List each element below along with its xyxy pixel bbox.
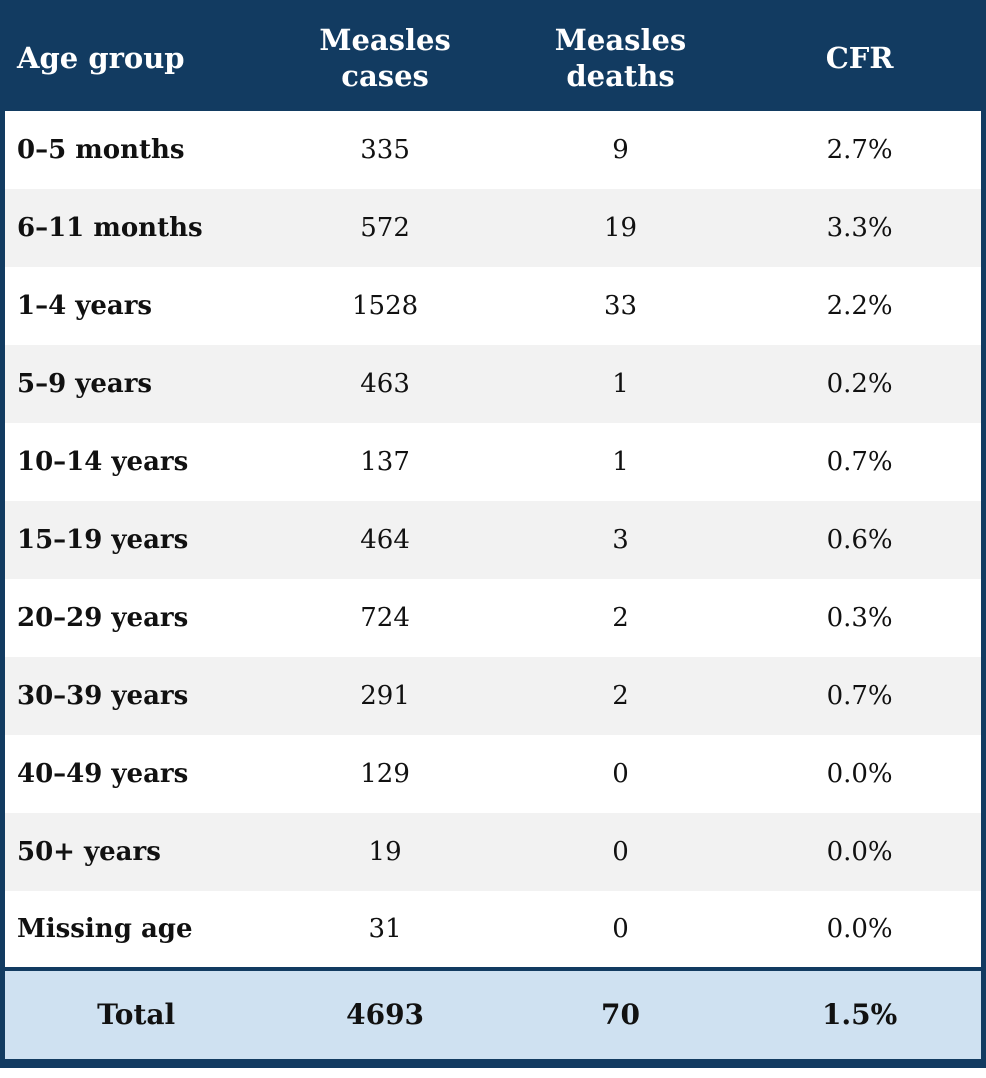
table-row: 30–39 years 291 2 0.7% — [2, 656, 984, 735]
header-row: Age group Measles cases Measles deaths C… — [2, 2, 984, 111]
cfr-cell: 3.3% — [738, 188, 984, 267]
table-body: 0–5 months 335 9 2.7% 6–11 months 572 19… — [2, 110, 984, 969]
total-cases: 4693 — [267, 966, 503, 1064]
deaths-cell: 0 — [502, 890, 739, 969]
table-row: 0–5 months 335 9 2.7% — [2, 110, 984, 189]
age-group-cell: 40–49 years — [2, 734, 268, 813]
deaths-cell: 1 — [502, 344, 739, 423]
age-group-cell: 0–5 months — [2, 110, 268, 189]
cfr-cell: 2.2% — [738, 266, 984, 345]
cfr-cell: 0.7% — [738, 656, 984, 735]
deaths-cell: 33 — [502, 266, 739, 345]
cases-cell: 137 — [267, 422, 503, 501]
cfr-cell: 0.3% — [738, 578, 984, 657]
cfr-cell: 2.7% — [738, 110, 984, 189]
deaths-cell: 9 — [502, 110, 739, 189]
deaths-cell: 0 — [502, 812, 739, 891]
cfr-cell: 0.0% — [738, 890, 984, 969]
cases-cell: 1528 — [267, 266, 503, 345]
cfr-cell: 0.0% — [738, 734, 984, 813]
table-header: Age group Measles cases Measles deaths C… — [2, 2, 984, 111]
age-group-cell: 6–11 months — [2, 188, 268, 267]
cfr-cell: 0.7% — [738, 422, 984, 501]
cfr-cell: 0.0% — [738, 812, 984, 891]
table-row: 5–9 years 463 1 0.2% — [2, 344, 984, 423]
age-group-cell: 30–39 years — [2, 656, 268, 735]
deaths-cell: 0 — [502, 734, 739, 813]
cases-cell: 19 — [267, 812, 503, 891]
age-group-cell: 1–4 years — [2, 266, 268, 345]
deaths-cell: 2 — [502, 578, 739, 657]
table-row: 20–29 years 724 2 0.3% — [2, 578, 984, 657]
table-row: 50+ years 19 0 0.0% — [2, 812, 984, 891]
total-label: Total — [2, 966, 268, 1064]
table-row: 10–14 years 137 1 0.7% — [2, 422, 984, 501]
cases-cell: 291 — [267, 656, 503, 735]
deaths-cell: 1 — [502, 422, 739, 501]
table-row: 1–4 years 1528 33 2.2% — [2, 266, 984, 345]
table-row: 6–11 months 572 19 3.3% — [2, 188, 984, 267]
deaths-cell: 2 — [502, 656, 739, 735]
table-row: Missing age 31 0 0.0% — [2, 890, 984, 969]
deaths-cell: 19 — [502, 188, 739, 267]
table-row: 40–49 years 129 0 0.0% — [2, 734, 984, 813]
cases-cell: 31 — [267, 890, 503, 969]
header-age-group: Age group — [2, 2, 268, 111]
table-footer: Total 4693 70 1.5% — [2, 966, 984, 1064]
age-group-cell: 10–14 years — [2, 422, 268, 501]
age-group-cell: 20–29 years — [2, 578, 268, 657]
cfr-cell: 0.2% — [738, 344, 984, 423]
age-group-cell: Missing age — [2, 890, 268, 969]
cases-cell: 129 — [267, 734, 503, 813]
cfr-cell: 0.6% — [738, 500, 984, 579]
cases-cell: 464 — [267, 500, 503, 579]
cases-cell: 463 — [267, 344, 503, 423]
age-group-cell: 15–19 years — [2, 500, 268, 579]
age-group-cell: 5–9 years — [2, 344, 268, 423]
deaths-cell: 3 — [502, 500, 739, 579]
total-row: Total 4693 70 1.5% — [2, 966, 984, 1064]
header-measles-cases: Measles cases — [267, 2, 503, 111]
total-cfr: 1.5% — [738, 966, 984, 1064]
age-group-cell: 50+ years — [2, 812, 268, 891]
cases-cell: 335 — [267, 110, 503, 189]
cases-cell: 572 — [267, 188, 503, 267]
header-cfr: CFR — [738, 2, 984, 111]
cases-cell: 724 — [267, 578, 503, 657]
table-row: 15–19 years 464 3 0.6% — [2, 500, 984, 579]
total-deaths: 70 — [502, 966, 739, 1064]
header-measles-deaths: Measles deaths — [502, 2, 739, 111]
